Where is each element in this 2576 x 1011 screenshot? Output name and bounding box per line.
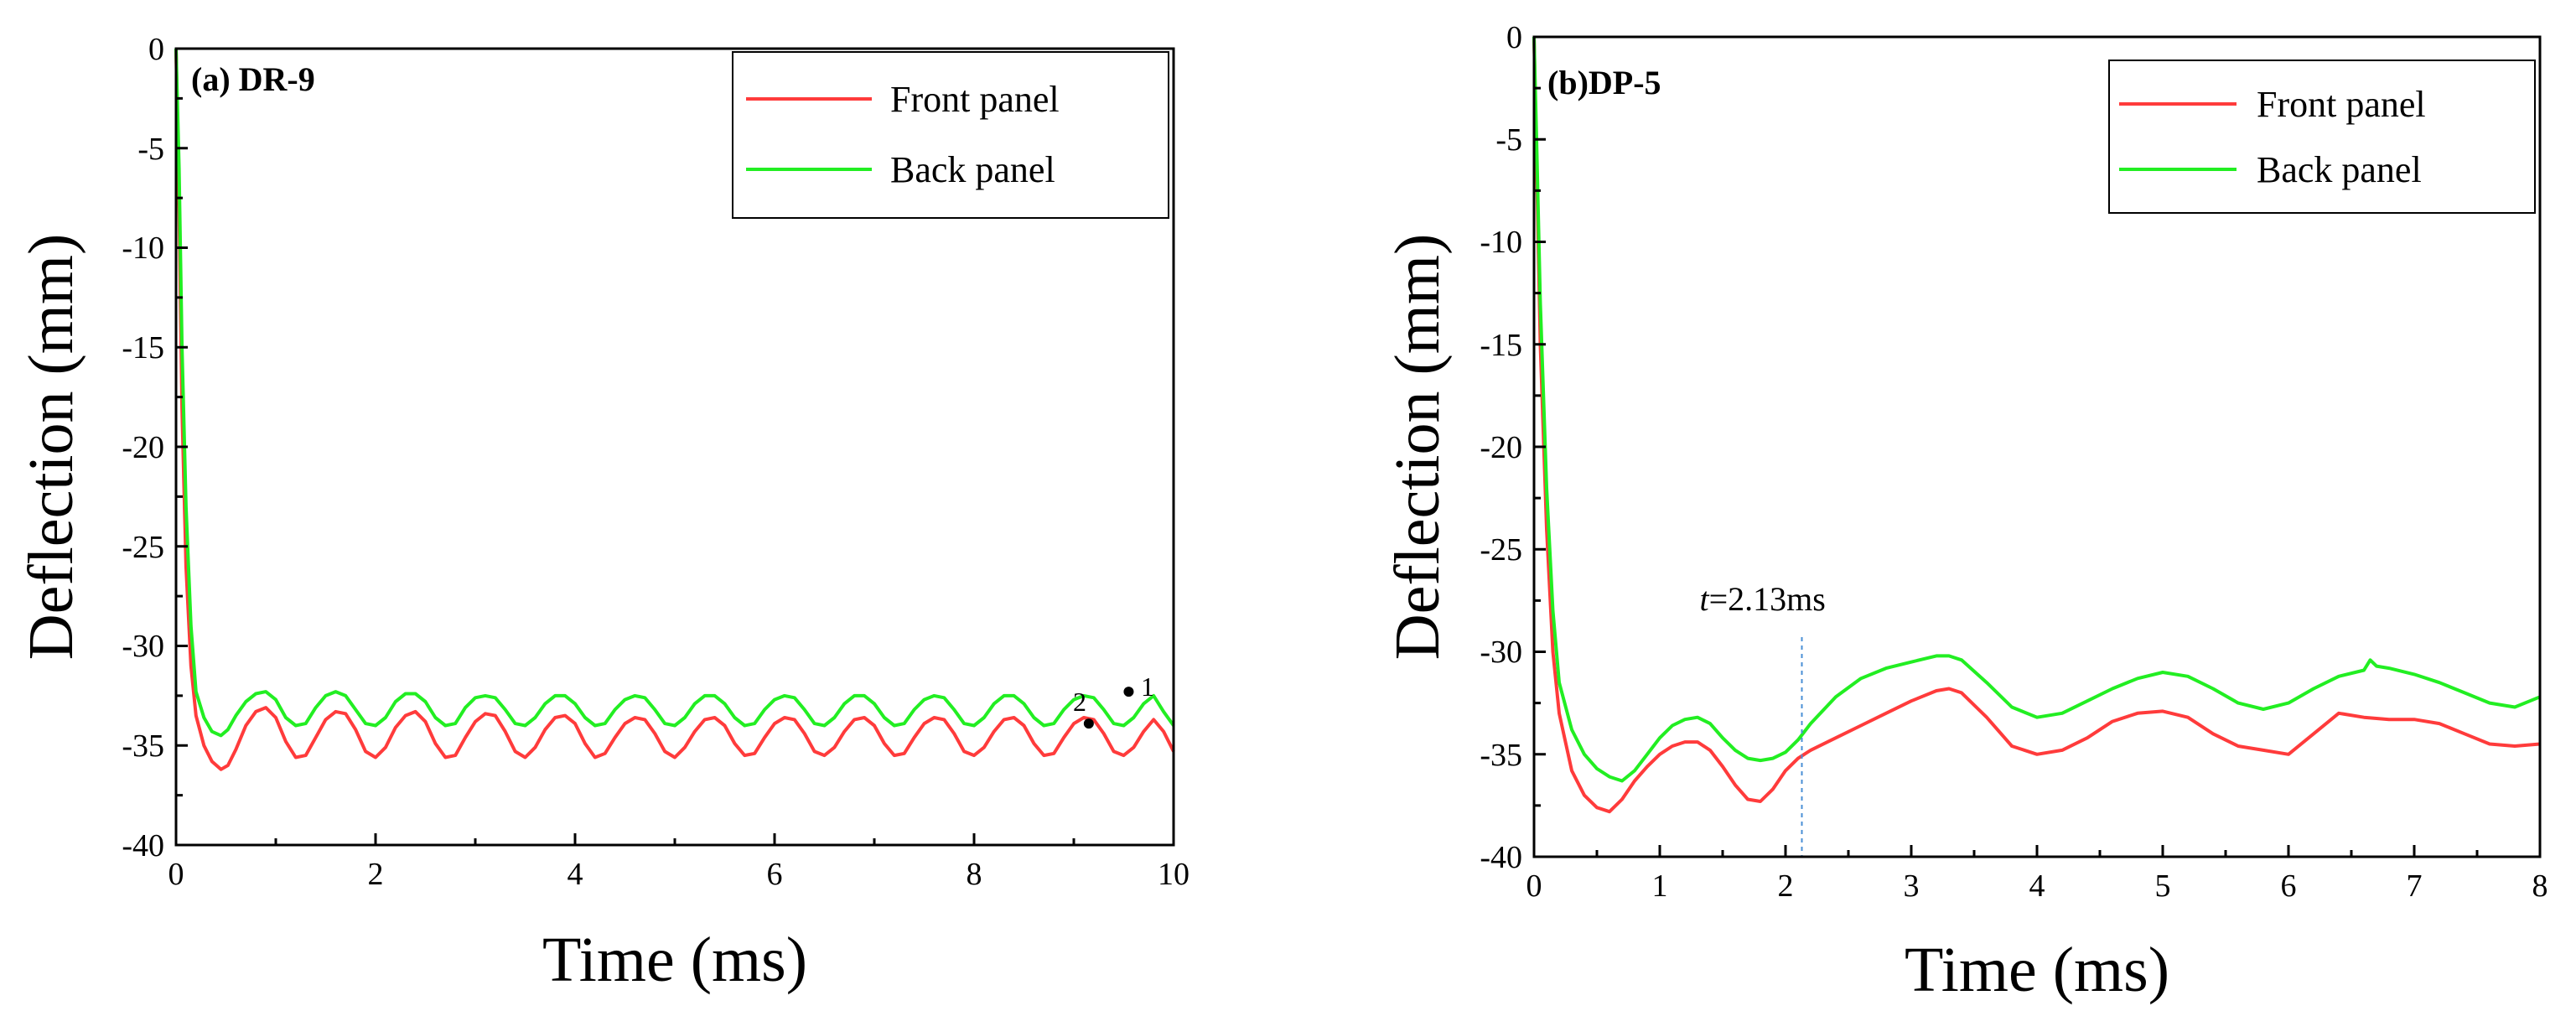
chart-a-legend: Front panel Back panel [732, 51, 1169, 219]
chart-b-y-tick-label: -15 [1480, 328, 1522, 363]
chart-b-y-tick-label: 0 [1506, 20, 1522, 55]
chart-a-x-tick-label: 8 [967, 857, 982, 892]
chart-a-series-back-panel [174, 48, 1175, 738]
chart-a-x-tick-label: 10 [1158, 857, 1190, 892]
chart-b-x-tick-label: 0 [1526, 868, 1542, 904]
chart-b-x-tick-label: 2 [1778, 868, 1794, 904]
chart-b-y-tick-label: -20 [1480, 430, 1522, 465]
chart-panel-a: 0 -5 -10 -15 -20 -25 -30 -35 -40 0 2 4 6… [16, 32, 1190, 995]
chart-a-series-group [174, 48, 1175, 771]
chart-a-legend-box [732, 51, 1169, 219]
chart-b-time-annotation: t=2.13ms [1700, 580, 1826, 618]
chart-b-legend: Front panel Back panel [2108, 60, 2536, 214]
chart-b-time-annotation-var: t [1700, 580, 1710, 618]
chart-b-ticks [1532, 35, 2542, 858]
chart-b-series-back-panel [1532, 36, 2541, 783]
chart-b-x-tick-label: 1 [1652, 868, 1668, 904]
chart-b-y-tick-labels: 0 -5 -10 -15 -20 -25 -30 -35 -40 [1480, 20, 1522, 875]
chart-b-x-tick-label: 4 [2029, 868, 2045, 904]
chart-b-x-tick-label: 7 [2407, 868, 2423, 904]
chart-a-point-label-2: 2 [1073, 687, 1086, 717]
chart-a-y-tick-label: -30 [122, 629, 164, 664]
chart-b-y-tick-label: -40 [1480, 840, 1522, 875]
chart-a-x-axis-title: Time (ms) [542, 925, 807, 995]
chart-a-y-tick-label: -20 [122, 430, 164, 465]
chart-a-y-tick-label: -10 [122, 231, 164, 266]
chart-b-x-tick-labels: 0 1 2 3 4 5 6 7 8 [1526, 868, 2548, 904]
chart-panel-b: 0 -5 -10 -15 -20 -25 -30 -35 -40 0 1 2 3… [1382, 20, 2548, 1005]
chart-a-ticks [174, 47, 1175, 847]
chart-b-x-axis-title: Time (ms) [1905, 935, 2169, 1005]
chart-b-y-tick-label: -10 [1480, 225, 1522, 260]
chart-a-x-tick-label: 6 [767, 857, 783, 892]
chart-a-point-markers [1083, 687, 1134, 729]
chart-a-point-marker-1 [1123, 687, 1134, 697]
chart-b-legend-label-back-panel: Back panel [2257, 149, 2422, 190]
chart-a-y-tick-label: -35 [122, 728, 164, 764]
chart-b-legend-label-front-panel: Front panel [2257, 84, 2426, 125]
chart-b-series-group [1532, 36, 2541, 814]
chart-a-x-tick-label: 2 [368, 857, 384, 892]
chart-a-panel-title: (a) DR-9 [191, 60, 315, 98]
chart-a-y-tick-label: -25 [122, 530, 164, 565]
chart-a-legend-label-back-panel: Back panel [890, 149, 1055, 190]
chart-b-x-tick-label: 5 [2155, 868, 2171, 904]
chart-a-series-front-panel [174, 48, 1175, 771]
chart-a-x-tick-labels: 0 2 4 6 8 10 [168, 857, 1190, 892]
chart-a-y-tick-label: -5 [137, 132, 164, 167]
chart-a-legend-label-front-panel: Front panel [890, 79, 1060, 120]
chart-a-x-tick-label: 0 [168, 857, 184, 892]
chart-b-series-front-panel [1532, 36, 2541, 814]
chart-b-y-tick-label: -25 [1480, 532, 1522, 568]
chart-a-y-tick-label: -15 [122, 330, 164, 366]
chart-a-x-tick-label: 4 [568, 857, 583, 892]
chart-b-y-tick-label: -35 [1480, 738, 1522, 773]
chart-a-y-tick-label: 0 [148, 32, 164, 67]
chart-a-point-marker-2 [1083, 718, 1094, 729]
chart-b-y-axis-title: Deflection (mm) [1382, 234, 1453, 661]
chart-b-x-tick-label: 3 [1904, 868, 1920, 904]
chart-a-y-axis-title: Deflection (mm) [16, 234, 86, 661]
chart-a-y-tick-labels: 0 -5 -10 -15 -20 -25 -30 -35 -40 [122, 32, 164, 863]
chart-b-panel-title: (b)DP-5 [1547, 64, 1661, 101]
chart-b-x-tick-label: 8 [2532, 868, 2548, 904]
chart-b-legend-box [2108, 60, 2536, 214]
chart-b-y-tick-label: -30 [1480, 635, 1522, 670]
chart-b-x-tick-label: 6 [2281, 868, 2297, 904]
chart-b-y-tick-label: -5 [1495, 122, 1522, 158]
chart-a-y-tick-label: -40 [122, 828, 164, 863]
chart-b-time-annotation-value: =2.13ms [1709, 580, 1826, 618]
chart-a-point-label-1: 1 [1141, 671, 1154, 702]
